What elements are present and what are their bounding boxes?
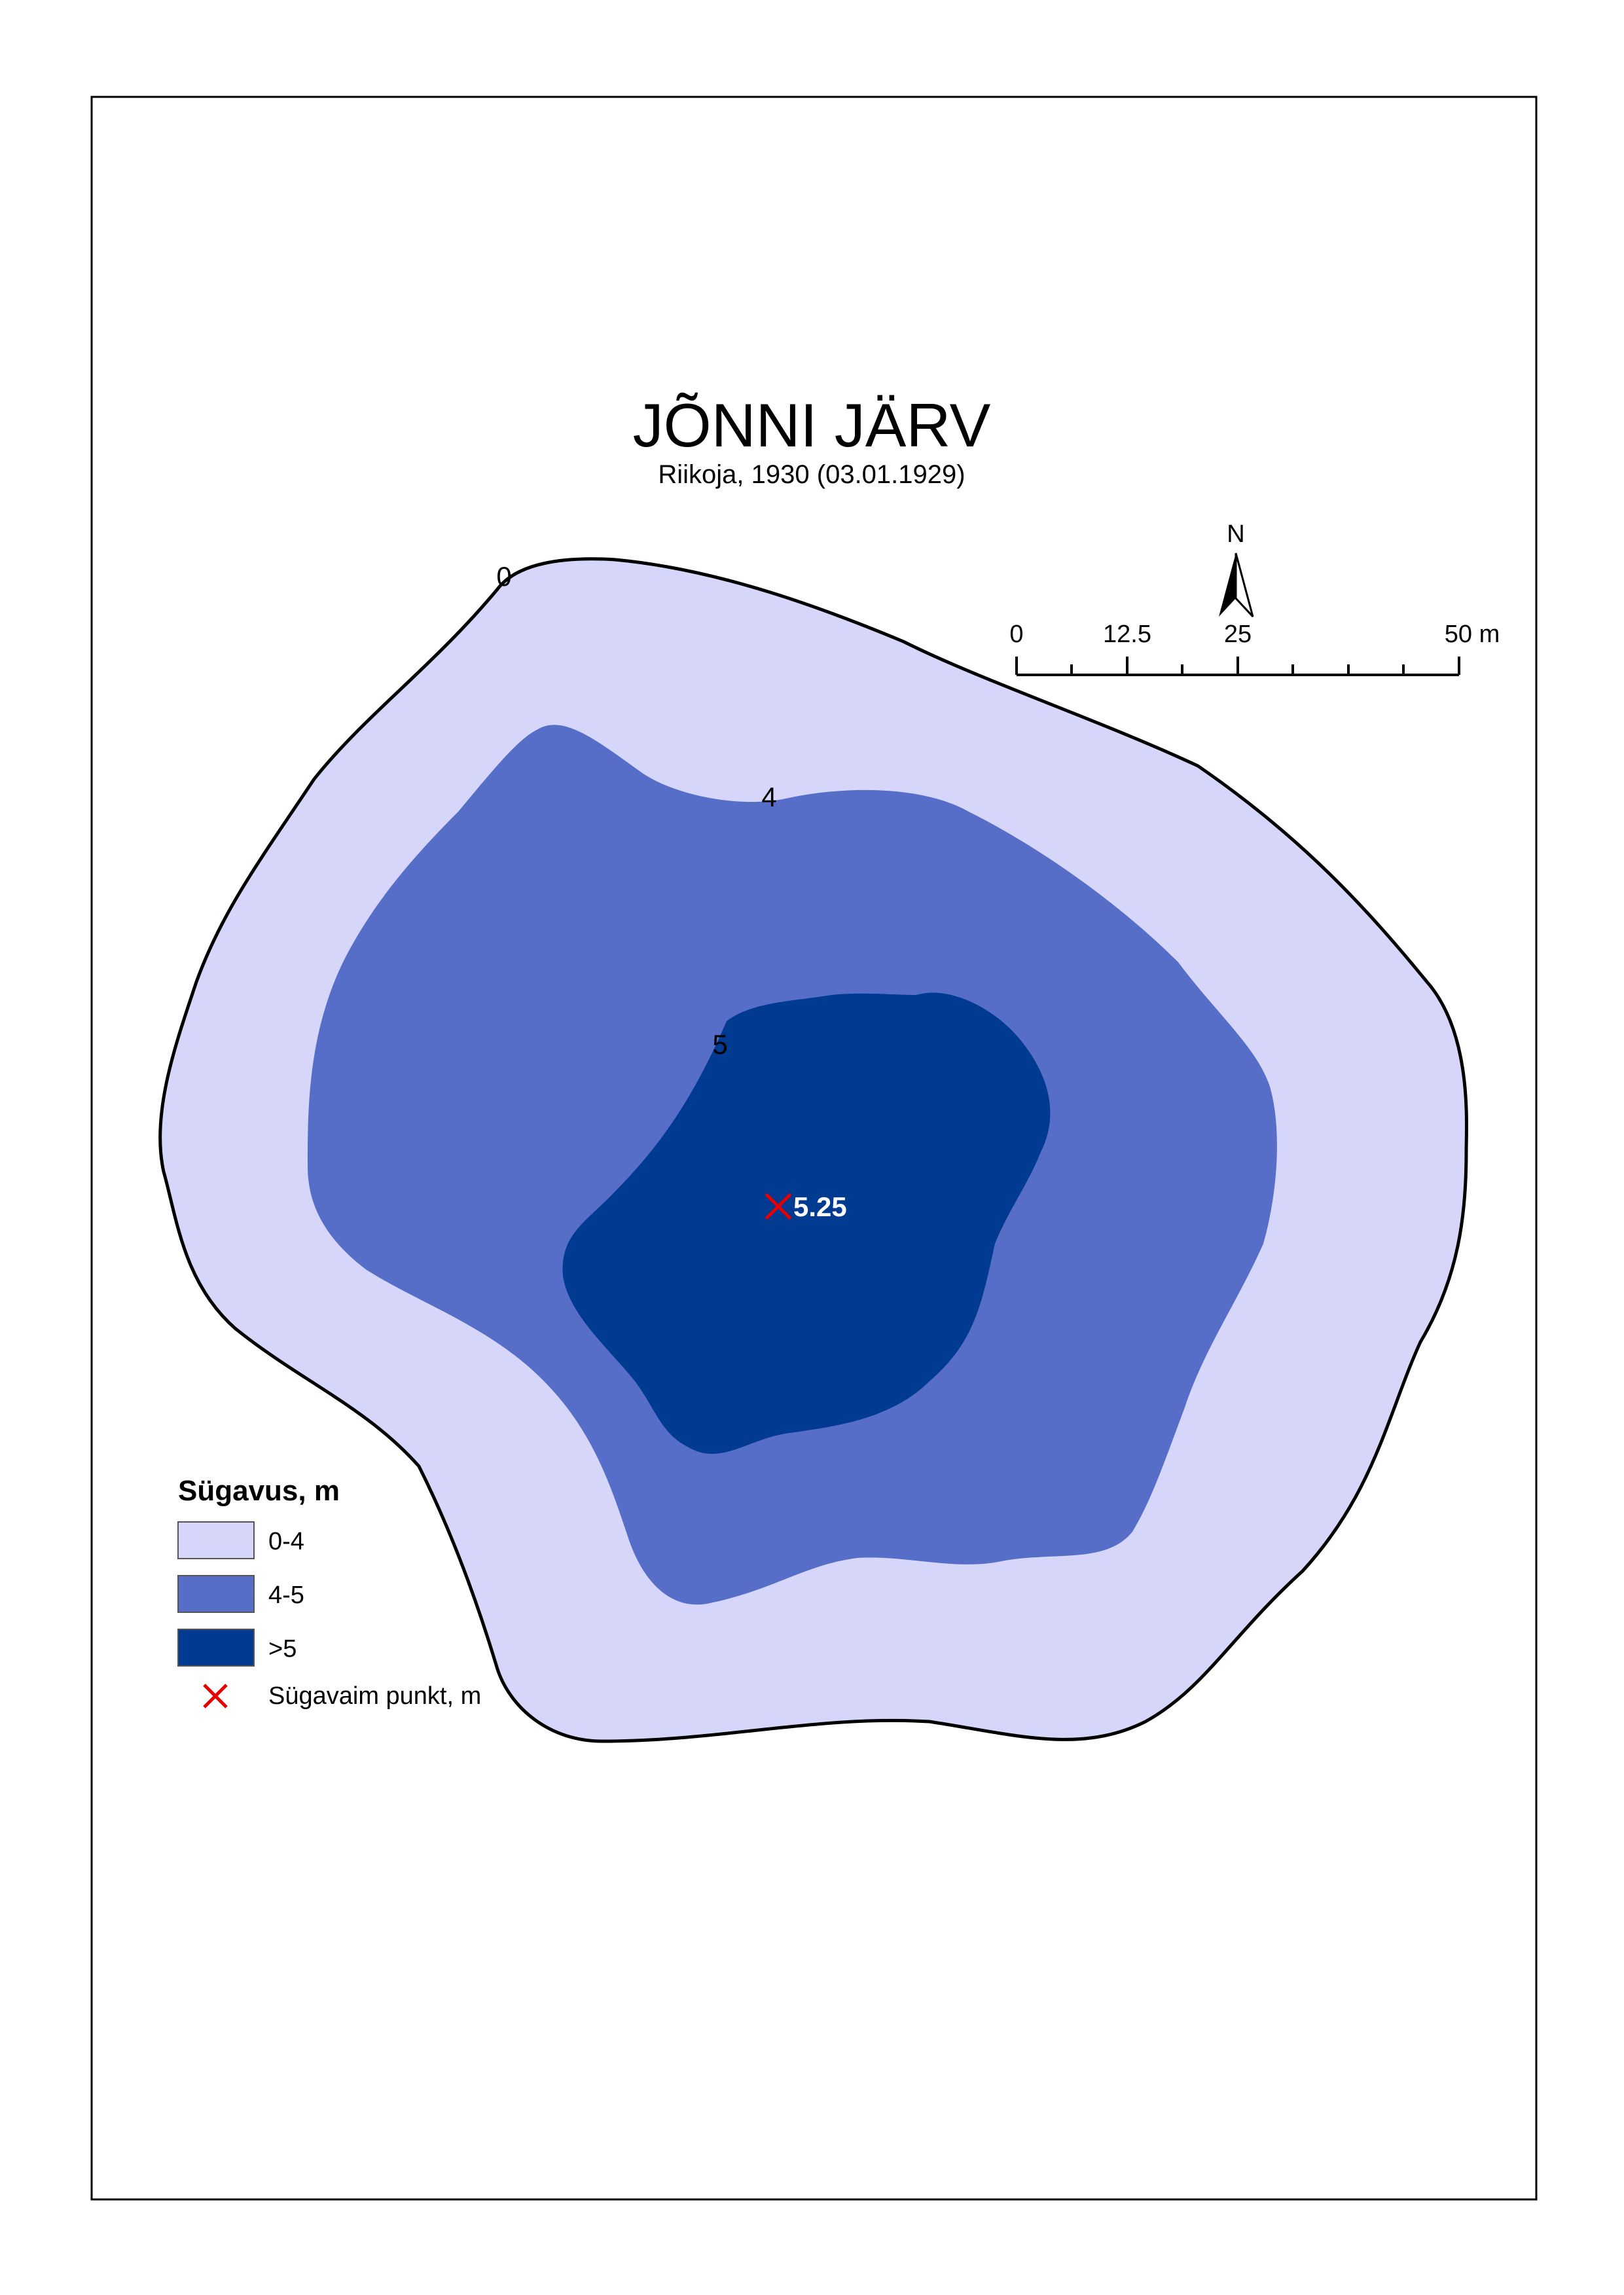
legend: Sügavus, m 0-4 4-5 >5 Sügavaim punkt, m xyxy=(177,1475,481,1710)
north-arrow-icon xyxy=(1219,552,1254,618)
cross-marker-icon xyxy=(765,1193,792,1220)
legend-swatch-0-4 xyxy=(177,1521,255,1559)
legend-label-4-5: 4-5 xyxy=(268,1581,304,1609)
map-subtitle: Riikoja, 1930 (03.01.1929) xyxy=(658,460,965,489)
legend-swatch-4-5 xyxy=(177,1575,255,1613)
scale-label-50: 50 m xyxy=(1445,621,1500,648)
scale-label-25: 25 xyxy=(1224,621,1252,648)
legend-label-deepest-point: Sügavaim punkt, m xyxy=(268,1682,481,1710)
scale-label-0: 0 xyxy=(1009,621,1023,648)
legend-label-0-4: 0-4 xyxy=(268,1528,304,1555)
legend-cross-marker-icon xyxy=(203,1684,228,1708)
legend-title: Sügavus, m xyxy=(178,1475,340,1507)
scale-label-12-5: 12.5 xyxy=(1103,621,1151,648)
legend-label-over-5: >5 xyxy=(268,1635,297,1663)
contour-label-0: 0 xyxy=(496,561,511,592)
contour-label-5: 5 xyxy=(712,1029,727,1060)
legend-swatch-over-5 xyxy=(177,1629,255,1667)
map-title: JÕNNI JÄRV xyxy=(633,391,991,460)
deepest-point-label: 5.25 xyxy=(793,1191,847,1222)
zone-over-5 xyxy=(562,992,1051,1454)
map-frame xyxy=(90,96,1538,2201)
scale-bar xyxy=(1015,657,1460,676)
contour-label-4: 4 xyxy=(761,782,776,812)
north-label: N xyxy=(1227,520,1244,548)
